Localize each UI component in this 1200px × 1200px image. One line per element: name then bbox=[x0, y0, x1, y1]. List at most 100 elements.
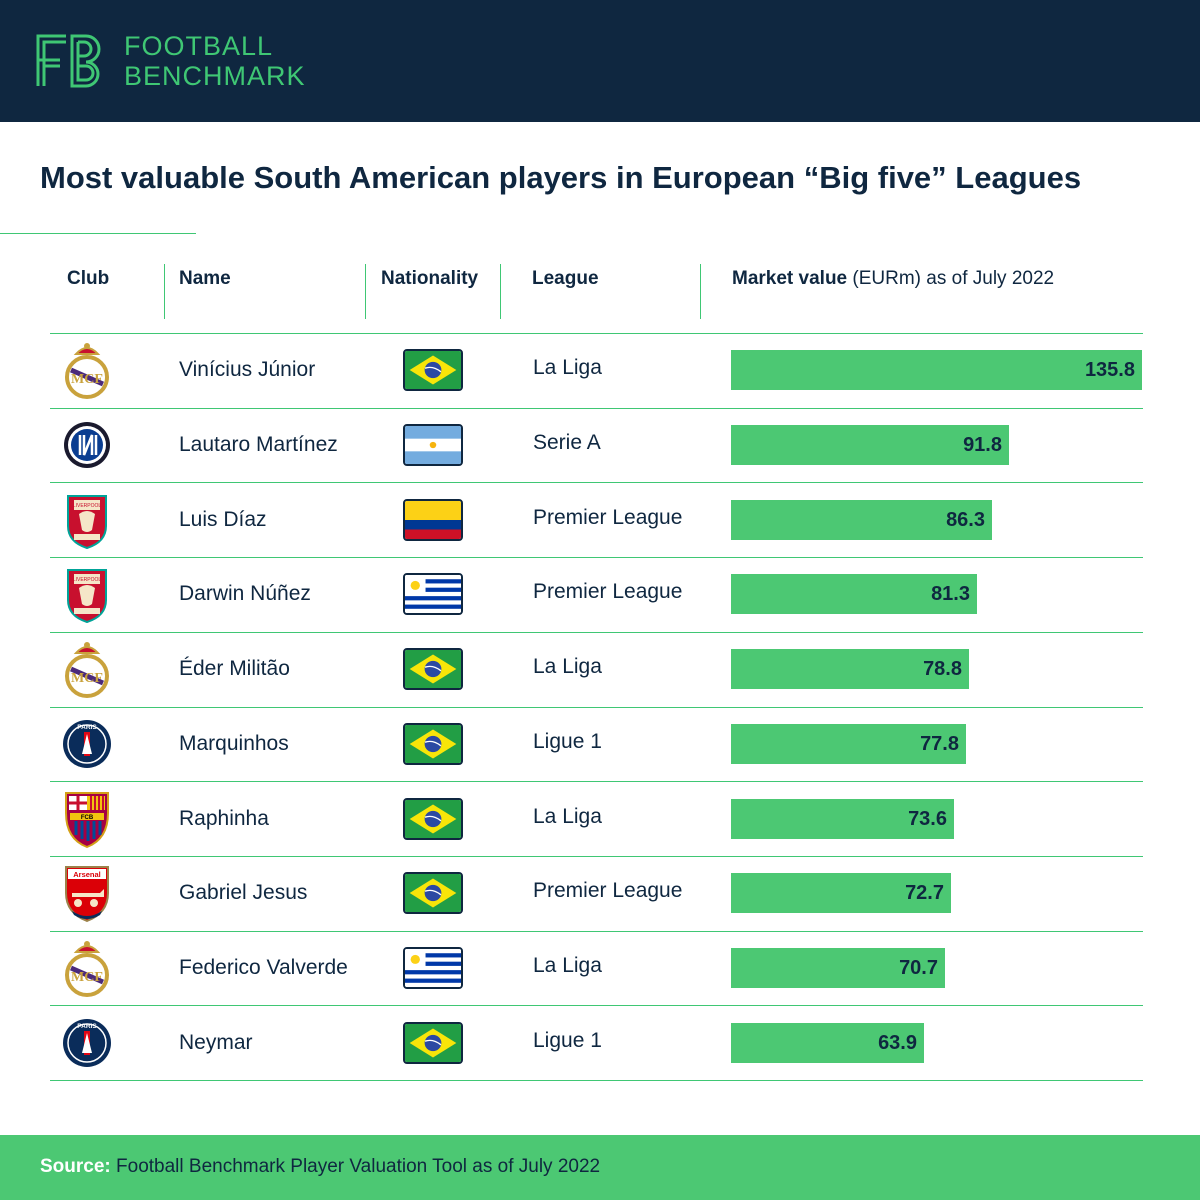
argentina-flag-icon bbox=[403, 424, 463, 467]
colombia-flag-icon bbox=[403, 498, 463, 541]
svg-text:LIVERPOOL: LIVERPOOL bbox=[73, 503, 102, 509]
league-name: La Liga bbox=[533, 356, 602, 380]
market-value-unit: (EURm) as of July 2022 bbox=[852, 268, 1055, 289]
liverpool-crest-icon: LIVERPOOL bbox=[62, 490, 112, 550]
market-value-label: Market value bbox=[732, 268, 848, 289]
barcelona-crest-icon: FCB bbox=[62, 789, 112, 849]
row-divider bbox=[50, 557, 1143, 559]
brazil-flag-icon bbox=[403, 872, 463, 915]
market-value-bar bbox=[731, 873, 951, 914]
svg-text:MCF: MCF bbox=[71, 970, 103, 985]
player-name: Raphinha bbox=[179, 806, 269, 830]
svg-text:MCF: MCF bbox=[71, 372, 103, 387]
column-separator bbox=[500, 264, 501, 319]
market-value-label: 77.8 bbox=[920, 732, 959, 755]
column-header-nationality: Nationality bbox=[381, 268, 479, 289]
brazil-flag-icon bbox=[403, 797, 463, 840]
player-name: Neymar bbox=[179, 1030, 253, 1054]
column-separator bbox=[164, 264, 165, 319]
brazil-flag-icon bbox=[403, 648, 463, 691]
player-name: Lautaro Martínez bbox=[179, 433, 338, 457]
inter-crest-icon bbox=[62, 415, 112, 475]
row-divider bbox=[50, 855, 1143, 857]
brand-line-2: BENCHMARK bbox=[124, 61, 306, 91]
row-divider bbox=[50, 1080, 1143, 1081]
league-name: La Liga bbox=[533, 804, 602, 828]
row-divider bbox=[50, 333, 1143, 334]
brazil-flag-icon bbox=[403, 722, 463, 765]
player-name: Éder Militão bbox=[179, 657, 290, 681]
row-divider bbox=[50, 930, 1143, 932]
column-separator bbox=[700, 264, 701, 319]
real-madrid-crest-icon: MCF bbox=[62, 938, 112, 998]
svg-text:FCB: FCB bbox=[81, 815, 94, 821]
source-label: Source: bbox=[40, 1156, 111, 1177]
real-madrid-crest-icon: MCF bbox=[62, 639, 112, 699]
player-name: Luis Díaz bbox=[179, 507, 267, 531]
brazil-flag-icon bbox=[403, 349, 463, 392]
market-value-bar bbox=[731, 798, 954, 839]
league-name: Ligue 1 bbox=[533, 1028, 602, 1052]
svg-text:Arsenal: Arsenal bbox=[73, 870, 101, 879]
psg-crest-icon: PARIS bbox=[62, 714, 112, 774]
market-value-bar bbox=[731, 425, 1009, 466]
brand-line-1: FOOTBALL bbox=[124, 31, 274, 61]
row-divider bbox=[50, 706, 1143, 708]
market-value-label: 135.8 bbox=[1084, 359, 1135, 382]
player-name: Marquinhos bbox=[179, 731, 289, 755]
row-divider bbox=[50, 407, 1143, 409]
league-name: La Liga bbox=[533, 953, 602, 977]
market-value-label: 72.7 bbox=[905, 882, 944, 905]
svg-text:MCF: MCF bbox=[71, 671, 103, 686]
market-value-label: 91.8 bbox=[963, 434, 1002, 457]
svg-text:PARIS: PARIS bbox=[77, 1023, 97, 1030]
row-divider bbox=[50, 482, 1143, 484]
league-name: Premier League bbox=[533, 505, 683, 529]
liverpool-crest-icon: LIVERPOOL bbox=[62, 564, 112, 624]
arsenal-crest-icon: Arsenal bbox=[62, 863, 112, 923]
league-name: La Liga bbox=[533, 655, 602, 679]
league-name: Premier League bbox=[533, 879, 683, 903]
source-text: Football Benchmark Player Valuation Tool… bbox=[116, 1156, 601, 1177]
market-value-bar bbox=[731, 499, 992, 540]
market-value-bar bbox=[731, 723, 966, 764]
source-note: Source: Football Benchmark Player Valuat… bbox=[40, 1156, 600, 1178]
league-name: Serie A bbox=[533, 431, 601, 455]
column-header-league: League bbox=[532, 268, 599, 289]
market-value-bar bbox=[731, 1022, 924, 1063]
player-name: Federico Valverde bbox=[179, 955, 348, 979]
real-madrid-crest-icon: MCF bbox=[62, 340, 112, 400]
column-header-club: Club bbox=[67, 268, 110, 289]
league-name: Ligue 1 bbox=[533, 729, 602, 753]
player-name: Vinícius Júnior bbox=[179, 358, 316, 382]
market-value-label: 73.6 bbox=[908, 807, 947, 830]
svg-text:PARIS: PARIS bbox=[77, 724, 97, 731]
row-divider bbox=[50, 781, 1143, 783]
brand-name: FOOTBALL BENCHMARK bbox=[124, 31, 306, 91]
football-benchmark-logo-icon bbox=[36, 34, 101, 88]
market-value-label: 78.8 bbox=[923, 658, 962, 681]
uruguay-flag-icon bbox=[403, 946, 463, 989]
player-name: Darwin Núñez bbox=[179, 582, 311, 606]
market-value-bar bbox=[731, 947, 945, 988]
footer-bar: Source: Football Benchmark Player Valuat… bbox=[0, 1135, 1200, 1200]
row-divider bbox=[50, 1005, 1143, 1007]
market-value-label: 70.7 bbox=[899, 956, 938, 979]
brazil-flag-icon bbox=[403, 1021, 463, 1064]
column-separator bbox=[365, 264, 366, 319]
market-value-label: 81.3 bbox=[931, 583, 970, 606]
market-value-label: 86.3 bbox=[946, 508, 985, 531]
market-value-bar bbox=[731, 649, 969, 690]
title-divider bbox=[0, 233, 196, 234]
psg-crest-icon: PARIS bbox=[62, 1013, 112, 1073]
svg-text:LIVERPOOL: LIVERPOOL bbox=[73, 577, 102, 583]
market-value-bar bbox=[731, 574, 977, 615]
market-value-bar bbox=[731, 350, 1142, 391]
market-value-label: 63.9 bbox=[878, 1031, 917, 1054]
column-header-name: Name bbox=[179, 268, 231, 289]
column-header-market-value: Market value (EURm) as of July 2022 bbox=[732, 268, 1054, 290]
player-name: Gabriel Jesus bbox=[179, 881, 308, 905]
chart-title: Most valuable South American players in … bbox=[40, 160, 1082, 195]
row-divider bbox=[50, 631, 1143, 633]
uruguay-flag-icon bbox=[403, 573, 463, 616]
